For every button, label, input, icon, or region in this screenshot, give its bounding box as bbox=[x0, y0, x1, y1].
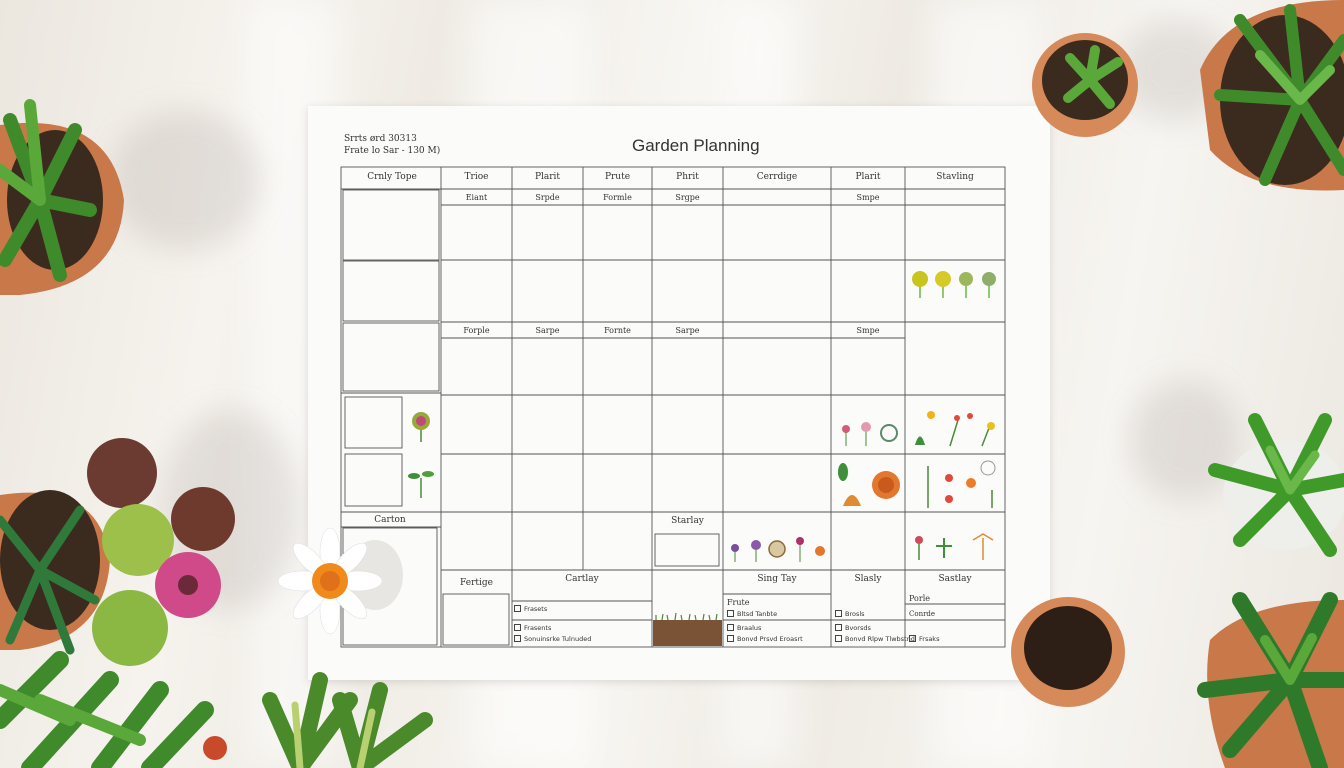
header-cell: Plarit bbox=[534, 172, 561, 182]
header-cell: Crnly Tope bbox=[367, 172, 417, 182]
subheader-cell: Smpe bbox=[856, 326, 880, 335]
plant-shadow bbox=[110, 110, 260, 250]
subheader-cell: Srgpe bbox=[675, 193, 700, 202]
checklist-item: Bonvd Rlpw Tlwbstnd bbox=[835, 635, 915, 643]
checklist-item: Frsaks bbox=[909, 635, 939, 643]
sing-day-head: Frute bbox=[727, 598, 750, 607]
subheader-cell: Srpde bbox=[535, 193, 560, 202]
checklist-item: Frasents bbox=[514, 624, 551, 632]
subheader-cell: Formle bbox=[603, 193, 632, 202]
subheader-cell: Eiant bbox=[465, 193, 488, 202]
subheader-cell: Forple bbox=[463, 326, 490, 335]
sastlay-label: Sastlay bbox=[938, 574, 972, 584]
subheader-cell: Fornte bbox=[604, 326, 631, 335]
carton-label: Carton bbox=[374, 515, 406, 525]
header-cell: Plarit bbox=[855, 172, 881, 182]
sastlay-head: Porle bbox=[909, 594, 930, 603]
planner-title: Garden Planning bbox=[632, 136, 760, 155]
header-cell: Prute bbox=[604, 172, 631, 182]
sastlay-sub: Conrde bbox=[909, 610, 936, 618]
fertige-label: Fertige bbox=[460, 578, 493, 588]
checklist-item: Bvorsds bbox=[835, 624, 871, 632]
cartlay-label: Cartlay bbox=[565, 574, 599, 584]
subheader-cell: Sarpe bbox=[535, 326, 560, 335]
header-cell: Stavling bbox=[936, 172, 974, 182]
checklist-item: Frasets bbox=[514, 605, 547, 613]
slasly-label: Slasly bbox=[854, 574, 882, 584]
header-cell: Trioe bbox=[464, 172, 489, 182]
subheader-cell: Smpe bbox=[856, 193, 880, 202]
header-cell: Cerrdige bbox=[756, 172, 798, 182]
checklist-item: Braalus bbox=[727, 624, 761, 632]
checklist-item: Brosls bbox=[835, 610, 865, 618]
checklist-item: Bonvd Prsvd Eroasrt bbox=[727, 635, 803, 643]
starlay-label: Starlay bbox=[671, 516, 704, 526]
header-cell: Phrit bbox=[676, 172, 699, 182]
sing-day-label: Sing Tay bbox=[757, 574, 797, 584]
planner-meta-line2: Frate lo Sar - 130 M) bbox=[344, 146, 441, 156]
checklist-item: Bltsd Tanbte bbox=[727, 610, 777, 618]
checklist-item: Sonuinsrke Tulnuded bbox=[514, 635, 591, 643]
planner-meta-line1: Srrts ørd 30313 bbox=[344, 134, 417, 144]
subheader-cell: Sarpe bbox=[675, 326, 700, 335]
